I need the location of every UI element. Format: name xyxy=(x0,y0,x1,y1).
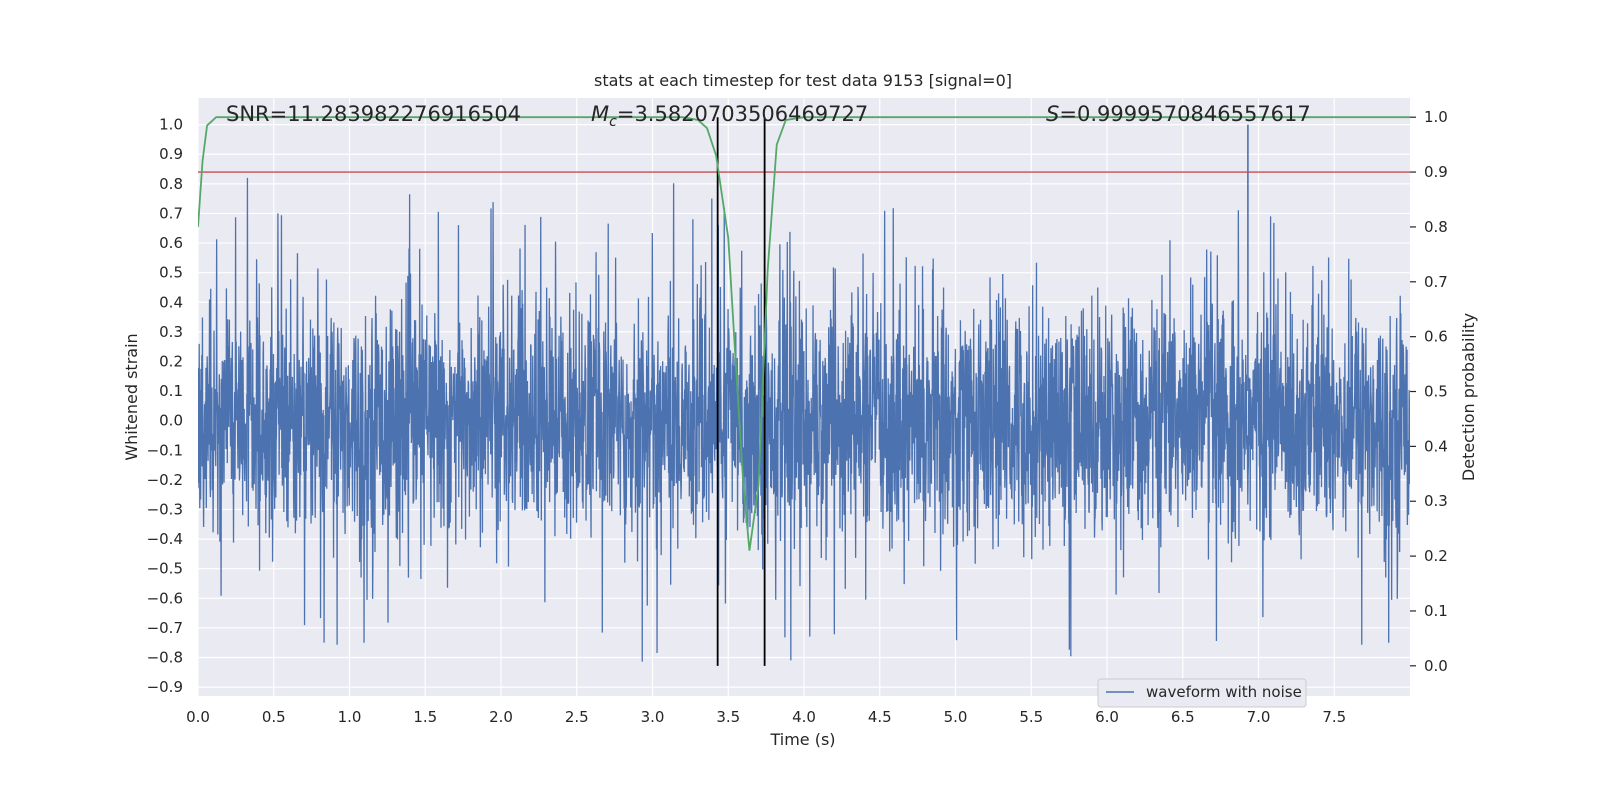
legend-box xyxy=(1097,678,1307,708)
annotation-chirp-mass: Mc=3.5820703506469727 xyxy=(591,102,868,130)
y-right-tick-label: 0.7 xyxy=(1424,273,1448,291)
y-right-tick-label: 0.9 xyxy=(1424,163,1448,181)
x-tick-label: 3.5 xyxy=(716,708,740,726)
y-tick-label: 0.4 xyxy=(159,293,183,311)
x-tick-label: 1.0 xyxy=(338,708,362,726)
y-tick-label: −0.7 xyxy=(147,619,183,637)
x-axis-label: Time (s) xyxy=(769,730,835,749)
y-tick-label: 1.0 xyxy=(159,116,183,134)
y-right-tick-label: 0.5 xyxy=(1424,383,1448,401)
y-right-tick-label: 0.1 xyxy=(1424,602,1448,620)
y-tick-label: −0.3 xyxy=(147,500,183,518)
y-tick-label: −0.8 xyxy=(147,649,183,667)
x-tick-label: 0.5 xyxy=(262,708,286,726)
y-tick-label: 0.9 xyxy=(159,145,183,163)
y-right-tick-label: 0.2 xyxy=(1424,547,1448,565)
x-axis-ticks: 0.0 0.5 1.0 1.5 2.0 2.5 3.0 3.5 4.0 4.5 5.0 5.5 6.0 6… xyxy=(186,708,1346,726)
y-tick-label: −0.5 xyxy=(147,560,183,578)
y-tick-label: −0.6 xyxy=(147,589,183,607)
waveform-series xyxy=(198,124,1410,662)
x-tick-label: 5.5 xyxy=(1019,708,1043,726)
y-right-tick-label: 0.3 xyxy=(1424,492,1448,510)
x-tick-label: 1.5 xyxy=(413,708,437,726)
y-right-tick-label: 1.0 xyxy=(1424,108,1448,126)
annotation-s: S=0.9999570846557617 xyxy=(1046,102,1311,126)
y-tick-label: 0.7 xyxy=(159,204,183,222)
y-right-tick-label: 0.8 xyxy=(1424,218,1448,236)
annotations: SNR=11.283982276916504 Mc=3.582070350646… xyxy=(226,102,1311,130)
y-tick-label: 0.5 xyxy=(159,264,183,282)
y-tick-label: 0.0 xyxy=(159,412,183,430)
y-tick-label: 0.2 xyxy=(159,352,183,370)
y-tick-label: 0.1 xyxy=(159,382,183,400)
y-right-tick-label: 0.6 xyxy=(1424,328,1448,346)
x-tick-label: 3.0 xyxy=(641,708,665,726)
x-tick-label: 5.0 xyxy=(944,708,968,726)
y-tick-label: 0.6 xyxy=(159,234,183,252)
y-tick-label: 0.8 xyxy=(159,175,183,193)
x-tick-label: 4.5 xyxy=(868,708,892,726)
y-axis-ticks: 1.0 0.9 0.8 0.7 0.6 0.5 0.4 0.3 0.2 0.1 0.0 −0.1 −0.… xyxy=(147,116,183,696)
chart-title: stats at each timestep for test data 915… xyxy=(594,71,1012,90)
waveform-line xyxy=(198,177,1410,662)
y-axis-label: Whitened strain xyxy=(122,333,141,460)
x-tick-label: 6.5 xyxy=(1171,708,1195,726)
y-right-tick-label: 0.4 xyxy=(1424,437,1448,455)
x-tick-label: 4.0 xyxy=(792,708,816,726)
plot-area xyxy=(197,98,1410,696)
legend: waveform with noise xyxy=(1097,678,1307,708)
y-right-tick-label: 0.0 xyxy=(1424,657,1448,675)
x-tick-label: 0.0 xyxy=(186,708,210,726)
y-tick-label: −0.2 xyxy=(147,471,183,489)
x-tick-label: 6.0 xyxy=(1095,708,1119,726)
probability-line xyxy=(198,116,1410,551)
y-tick-label: −0.4 xyxy=(147,530,183,548)
x-tick-label: 7.0 xyxy=(1247,708,1271,726)
y-tick-label: 0.3 xyxy=(159,323,183,341)
x-tick-label: 2.0 xyxy=(489,708,513,726)
probability-series xyxy=(198,116,1410,666)
y-axis-right-label: Detection probability xyxy=(1459,313,1478,481)
annotation-snr: SNR=11.283982276916504 xyxy=(226,102,521,126)
x-tick-label: 2.5 xyxy=(565,708,589,726)
x-tick-label: 7.5 xyxy=(1322,708,1346,726)
y-tick-label: −0.1 xyxy=(147,441,183,459)
y-tick-label: −0.9 xyxy=(147,678,183,696)
y-axis-right-ticks: 1.0 0.9 0.8 0.7 0.6 0.5 0.4 0.3 0.2 0.1 0.0 xyxy=(1410,108,1448,675)
legend-entry: waveform with noise xyxy=(1146,683,1302,701)
